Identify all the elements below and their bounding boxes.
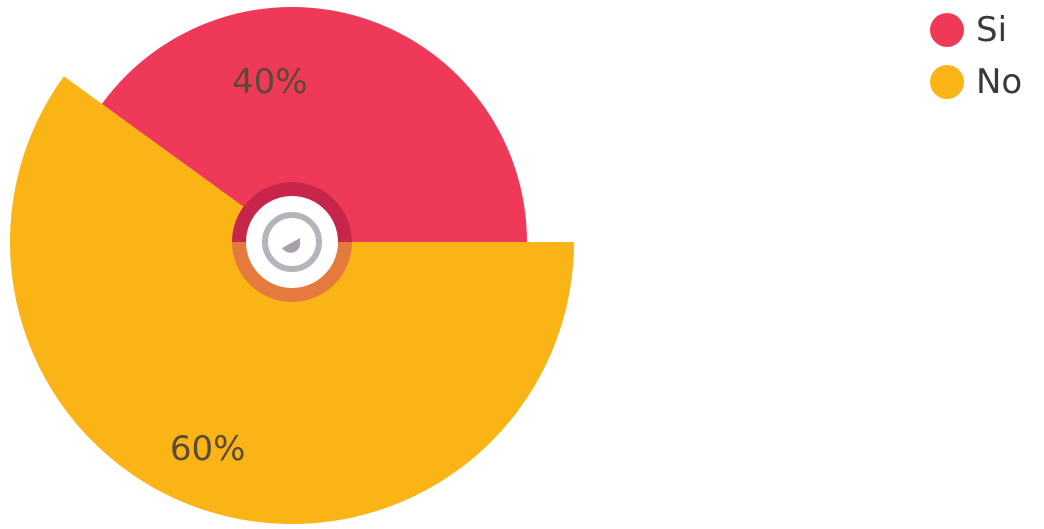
legend: Si No (930, 4, 1022, 108)
center-ring-white (246, 196, 338, 288)
data-label-no: 60% (170, 429, 246, 469)
center-knob (232, 182, 352, 302)
center-icon (282, 238, 300, 253)
legend-item-si: Si (930, 4, 1022, 56)
pie-slice-si (101, 6, 527, 242)
legend-swatch-no (930, 65, 964, 99)
center-ring-grey (262, 212, 322, 272)
legend-swatch-si (930, 13, 964, 47)
legend-label-no: No (976, 62, 1023, 102)
legend-item-no: No (930, 56, 1022, 108)
data-label-si: 40% (232, 62, 308, 102)
legend-label-si: Si (976, 10, 1008, 50)
